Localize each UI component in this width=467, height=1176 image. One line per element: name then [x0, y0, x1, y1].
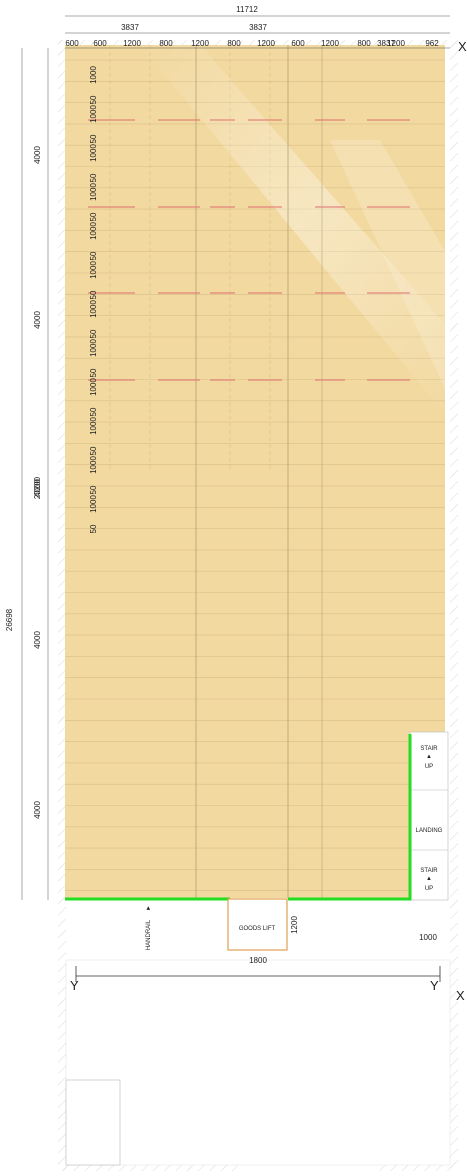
- bay-label: 1000: [89, 339, 98, 357]
- stair-up-2: UP: [425, 886, 433, 892]
- bay-label: 1000: [89, 300, 98, 318]
- axis-x-bottom: X: [456, 988, 465, 1003]
- left-dim-label: 4000: [33, 801, 42, 819]
- segment-dim-label: 962: [425, 39, 439, 48]
- stair-void: [409, 731, 449, 901]
- stair-arrow-1: ▲: [426, 754, 432, 760]
- axis-x-top: X: [458, 39, 467, 54]
- bay-width-right: 3837: [377, 39, 395, 48]
- bay-width-mid: 3837: [249, 23, 267, 32]
- bay-label: 1000: [89, 222, 98, 240]
- segment-dimension-labels: 600 600 1200 800 1200 800 1200 600 1200 800 1200 96…: [65, 39, 439, 48]
- segment-dim-label: 800: [227, 39, 241, 48]
- red-marks: [88, 119, 410, 381]
- bay-label: 1000: [89, 261, 98, 279]
- goods-lift-width: 1800: [249, 956, 267, 965]
- bay-label: 1000: [89, 183, 98, 201]
- handrail-arrow: ►: [146, 905, 152, 911]
- overall-width-label: 11712: [236, 5, 258, 14]
- segment-dim-label: 1200: [321, 39, 339, 48]
- segment-dim-label: 600: [93, 39, 107, 48]
- bay-label: 50: [89, 485, 98, 494]
- bottom-boundary-wall-left: [58, 1163, 238, 1171]
- glare-overlay-2: [330, 140, 450, 400]
- bay-label: 1000: [89, 378, 98, 396]
- bay-label: 50: [89, 329, 98, 338]
- stair-label-1: STAIR: [420, 746, 438, 752]
- vertical-bay-labels: 1000501000501000501000501000501000501000…: [89, 66, 98, 534]
- stair-width-label: 1000: [419, 933, 437, 942]
- glare-overlay: [140, 45, 450, 420]
- bay-label: 50: [89, 368, 98, 377]
- bay-label: 1000: [89, 105, 98, 123]
- bay-width-left: 3837: [121, 23, 139, 32]
- landing-label: LANDING: [416, 828, 443, 834]
- slab-grid: [65, 45, 445, 892]
- left-boundary-wall: [58, 40, 66, 1170]
- segment-dim-label: 1200: [387, 39, 405, 48]
- floor-slab: [65, 45, 445, 898]
- handrail-label: HANDRAIL: [146, 919, 152, 950]
- left-dim-label: 4000: [33, 631, 42, 649]
- overall-height-a: 20200: [33, 476, 42, 499]
- axis-y-left: Y: [70, 978, 79, 993]
- bay-label: 50: [89, 95, 98, 104]
- segment-dim-label: 1200: [257, 39, 275, 48]
- bottom-boundary-wall-right: [378, 1163, 458, 1171]
- handrail-line-2: [288, 734, 412, 901]
- lower-area: [65, 959, 451, 1166]
- bay-label: 50: [89, 407, 98, 416]
- overall-height-b: 26698: [5, 608, 14, 631]
- segment-dim-label: 600: [291, 39, 305, 48]
- bay-label: 50: [89, 212, 98, 221]
- left-dim-label: 4000: [33, 146, 42, 164]
- segment-dim-label: 600: [65, 39, 79, 48]
- segment-dim-label: 800: [357, 39, 371, 48]
- axis-y-right: Y: [430, 978, 439, 993]
- bay-label: 1000: [89, 417, 98, 435]
- stair-arrow-2: ▲: [426, 876, 432, 882]
- segment-dim-label: 1200: [123, 39, 141, 48]
- bay-label: 1000: [89, 66, 98, 84]
- bay-label: 50: [89, 290, 98, 299]
- bay-label: 50: [89, 251, 98, 260]
- stair-label-2: STAIR: [420, 868, 438, 874]
- goods-lift-label: GOODS LIFT: [239, 926, 276, 932]
- bay-label: 50: [89, 446, 98, 455]
- segment-dim-label: 800: [159, 39, 173, 48]
- bay-label: 1000: [89, 456, 98, 474]
- stair-up-1: UP: [425, 764, 433, 770]
- left-dim-label: 4000: [33, 311, 42, 329]
- bay-label: 50: [89, 134, 98, 143]
- top-boundary-wall: [58, 40, 458, 48]
- left-dim-label: 4000: [33, 479, 42, 497]
- bay-label: 50: [89, 524, 98, 533]
- bay-label: 1000: [89, 144, 98, 162]
- bay-label: 50: [89, 173, 98, 182]
- goods-lift-depth: 1200: [290, 916, 299, 934]
- right-boundary-wall: [450, 40, 458, 1170]
- goods-lift: [227, 898, 288, 951]
- bay-label: 1000: [89, 495, 98, 513]
- left-dimension-labels: 4000 4000 4000 4000 4000: [33, 146, 42, 819]
- lower-room: [65, 1079, 121, 1166]
- segment-dim-label: 1200: [191, 39, 209, 48]
